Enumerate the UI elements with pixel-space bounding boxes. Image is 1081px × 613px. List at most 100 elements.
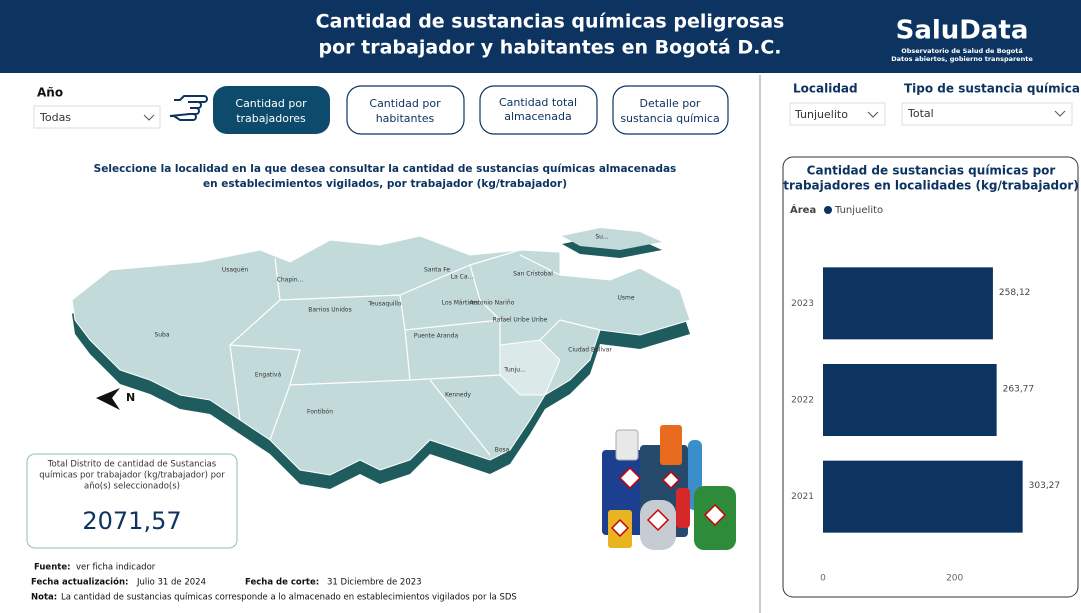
map-label: Suba <box>154 332 169 339</box>
filter-label: Localidad <box>793 82 858 96</box>
map-label: La Ca... <box>451 274 474 281</box>
footer-label: Fecha de corte: <box>245 578 319 588</box>
data-label: 258,12 <box>999 288 1030 298</box>
button[interactable]: Cantidad total almacenada <box>479 85 598 135</box>
data-label: 303,27 <box>1029 481 1061 491</box>
legend-label: Tunjuelito <box>834 205 883 216</box>
button[interactable]: Cantidad por trabajadores <box>213 86 330 134</box>
dropdown-box <box>33 105 161 129</box>
logo-subtitle: Observatorio de Salud de Bogotá <box>901 47 1023 55</box>
compass: N <box>126 391 135 404</box>
dropdown-box <box>789 102 886 126</box>
kpi-label: Total Distrito de cantidad de Sustancias <box>47 460 217 470</box>
footer-label: Nota: <box>31 593 57 603</box>
map-label: Bosa <box>495 447 510 454</box>
data-label: 263,77 <box>1003 385 1035 395</box>
dropdown-arrow <box>143 114 155 121</box>
kpi-label: químicas por trabajador (kg/trabajador) … <box>39 471 225 481</box>
map-label: Usaquén <box>222 267 248 274</box>
map-label: Santa Fe <box>424 267 450 274</box>
legend-marker <box>824 206 832 214</box>
dropdown-arrow <box>867 111 879 118</box>
footer-text: Julio 31 de 2024 <box>136 578 206 588</box>
button-bg <box>479 85 598 135</box>
map-label: Los Mártires <box>442 300 478 307</box>
x-tick-label: 0 <box>820 574 826 584</box>
map-label: Fontibón <box>307 409 333 416</box>
filter-label: Tipo de sustancia química <box>904 82 1080 96</box>
map-instruction: Seleccione la localidad en la que desea … <box>94 163 677 175</box>
bottle <box>660 425 682 465</box>
map-label: Tunju... <box>503 367 526 374</box>
button-label: Cantidad por <box>235 97 307 110</box>
button-label: Detalle por <box>640 97 701 110</box>
button-label: Cantidad total <box>499 96 577 109</box>
bar <box>823 364 997 436</box>
map-label: Barrios Unidos <box>308 307 351 314</box>
map-label: Su... <box>595 234 608 241</box>
footer-label: Fecha actualización: <box>31 577 128 588</box>
map-instruction: en establecimientos vigilados, por traba… <box>203 178 567 190</box>
button-label: Cantidad por <box>369 97 441 110</box>
header-title: por trabajador y habitantes en Bogotá D.… <box>319 37 782 59</box>
filter-label: Año <box>37 86 63 100</box>
map-label: Puente Aranda <box>414 333 459 340</box>
y-tick-label: 2022 <box>791 396 814 406</box>
bottle <box>615 429 639 461</box>
button-label: trabajadores <box>236 112 306 125</box>
dropdown-value: Total <box>907 107 934 120</box>
header-title: Cantidad de sustancias químicas peligros… <box>316 11 785 33</box>
map-shape <box>71 235 691 476</box>
kpi-box <box>26 453 238 549</box>
map-label: Ciudad Bolívar <box>568 347 612 354</box>
bar <box>823 460 1023 533</box>
header-bar <box>0 0 1081 73</box>
button-label: almacenada <box>504 110 572 123</box>
map-label: Engativá <box>255 372 282 379</box>
kpi-value: 2071,57 <box>82 507 181 535</box>
map[interactable]: Usaquén Chapin... Suba Barrios Unidos Te… <box>71 228 691 489</box>
bottle <box>676 488 690 528</box>
map-label: Usme <box>617 295 634 302</box>
button-label: habitantes <box>376 112 435 125</box>
dropdown-box <box>901 102 1073 126</box>
chemicals-illustration <box>602 425 736 550</box>
map-label: San Cristobal <box>513 271 553 278</box>
dropdown[interactable]: Todas <box>33 105 161 129</box>
hazard-symbols <box>610 466 727 538</box>
y-tick-label: 2021 <box>791 492 814 502</box>
dropdown[interactable]: Total <box>901 102 1073 126</box>
button-bg <box>612 85 729 135</box>
map-label: Teusaquillo <box>367 301 402 308</box>
dropdown-value: Todas <box>39 111 71 124</box>
kpi-label: año(s) seleccionado(s) <box>84 482 180 492</box>
map-label: Rafael Uribe Uribe <box>493 317 548 324</box>
footer-text: La cantidad de sustancias químicas corre… <box>61 593 517 603</box>
x-tick-label: 200 <box>946 574 963 584</box>
dropdown[interactable]: Tunjuelito <box>789 102 886 126</box>
bar <box>823 267 993 340</box>
map-label: Kennedy <box>445 392 471 399</box>
bar-chart: Tunjuelito 0 200 2023 258,12 2022 263,77 2021 30… <box>791 205 1060 584</box>
map-shape <box>562 228 662 250</box>
dropdown-arrow <box>1054 110 1066 117</box>
chart-title: trabajadores en localidades (kg/trabajad… <box>783 179 1079 193</box>
footer-text: 31 Diciembre de 2023 <box>327 578 422 588</box>
dropdown-value: Tunjuelito <box>794 108 848 121</box>
button[interactable]: Detalle por sustancia química <box>612 85 729 135</box>
legend-title: Área <box>790 203 816 216</box>
map-label: Antonio Nariño <box>470 300 515 307</box>
kpi-card: Total Distrito de cantidad de Sustancias… <box>26 453 238 549</box>
map-label: Chapin... <box>277 277 304 284</box>
logo: SaluData <box>896 16 1029 46</box>
footer-text: ver ficha indicador <box>76 563 156 573</box>
logo-subtitle: Datos abiertos, gobierno transparente <box>891 55 1033 63</box>
y-tick-label: 2023 <box>791 299 814 309</box>
button-bg <box>213 86 330 134</box>
button-bg <box>346 85 465 135</box>
button[interactable]: Cantidad por habitantes <box>346 85 465 135</box>
footer-label: Fuente: <box>34 563 70 573</box>
chart-title: Cantidad de sustancias químicas por <box>807 164 1056 178</box>
map-borders <box>229 249 601 456</box>
